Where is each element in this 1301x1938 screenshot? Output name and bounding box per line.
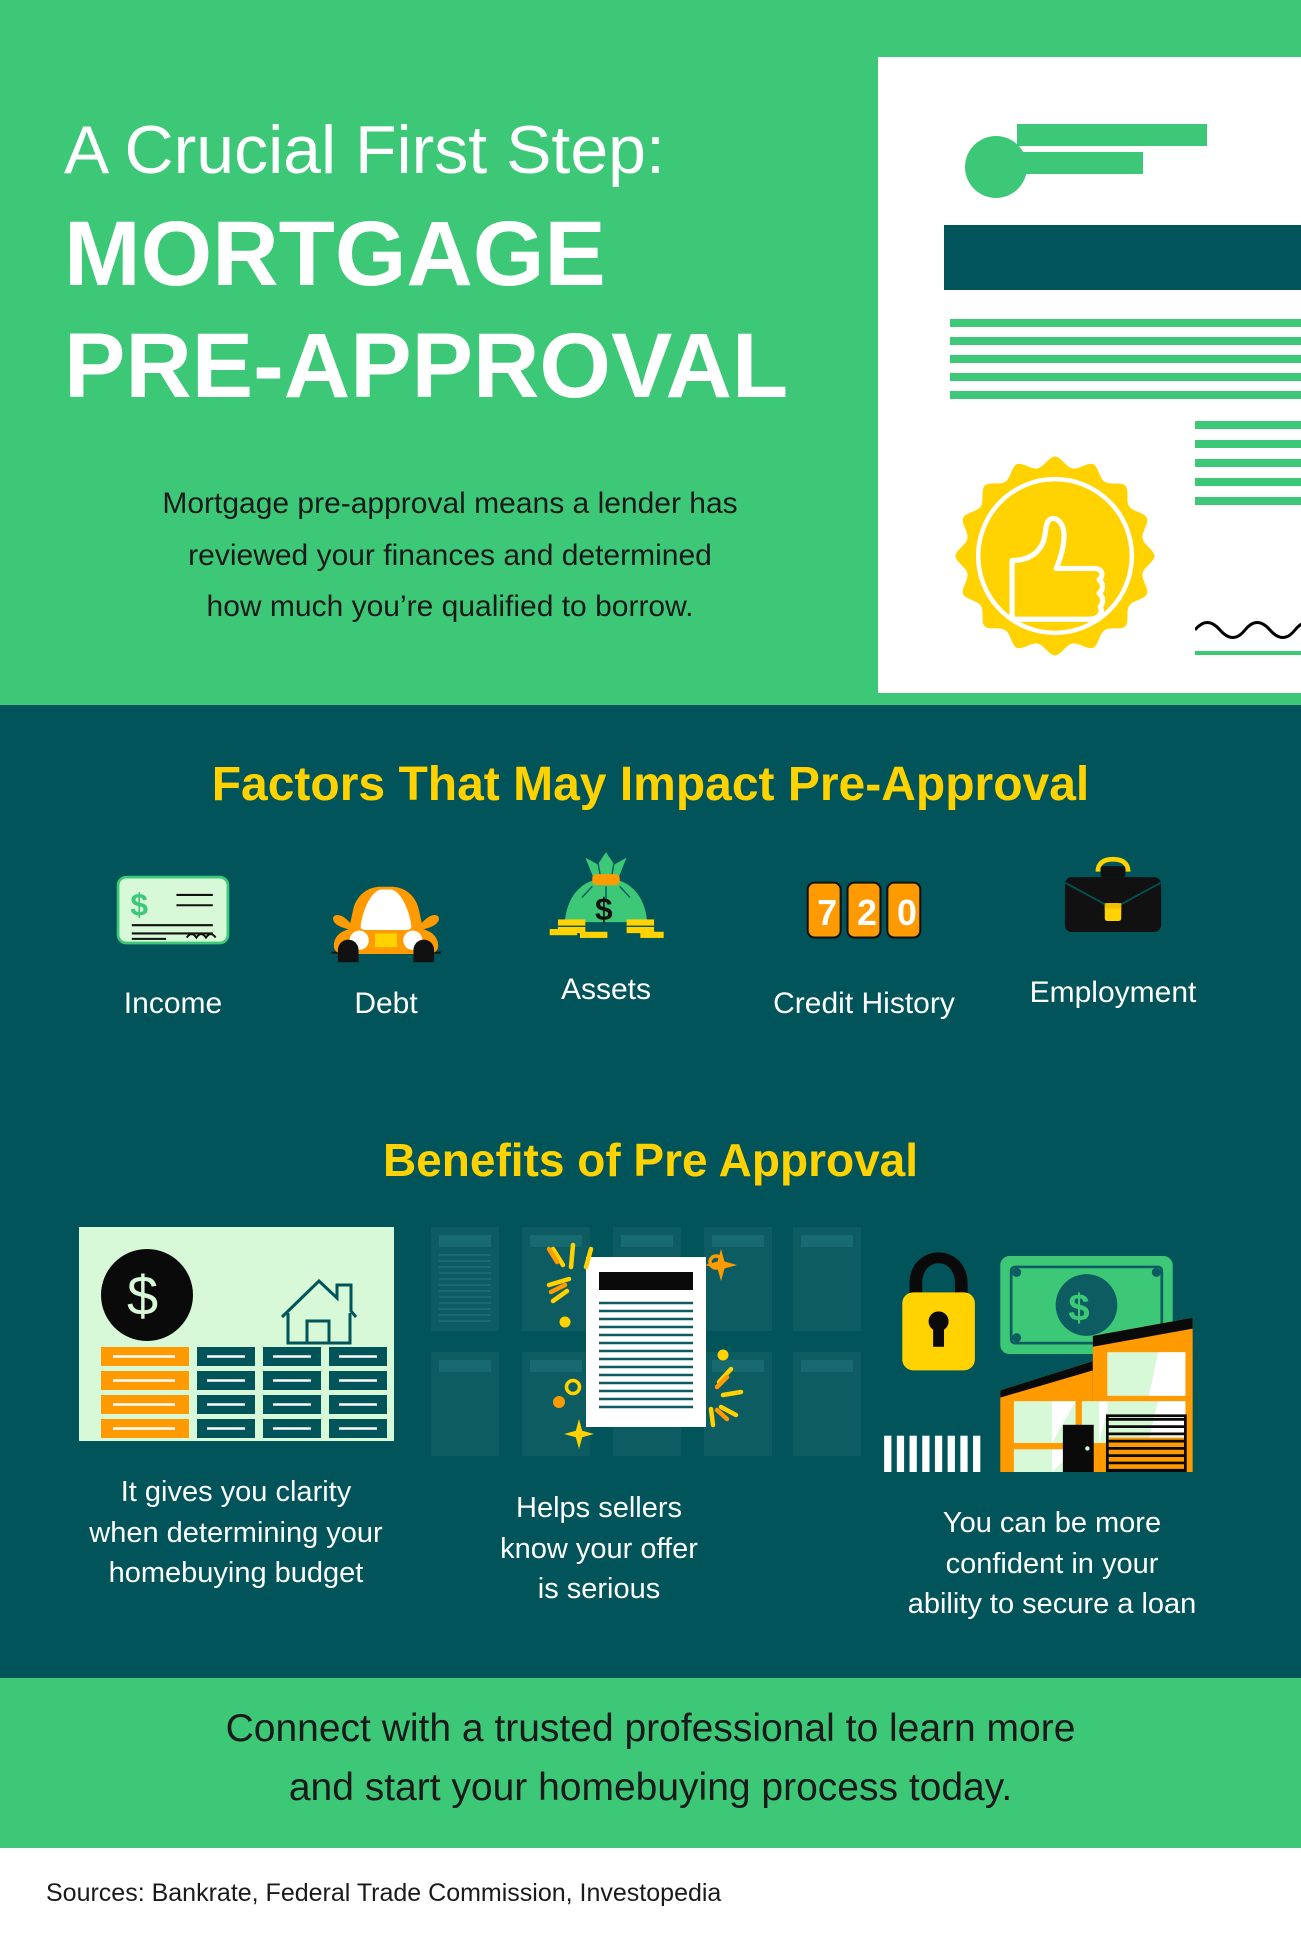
svg-text:$: $ <box>1068 1287 1089 1329</box>
svg-text:2: 2 <box>857 893 877 933</box>
svg-text:$: $ <box>595 891 613 927</box>
svg-text:$: $ <box>130 887 148 923</box>
svg-text:7: 7 <box>817 893 837 933</box>
svg-text:$: $ <box>127 1264 158 1327</box>
svg-text:0: 0 <box>897 893 917 933</box>
